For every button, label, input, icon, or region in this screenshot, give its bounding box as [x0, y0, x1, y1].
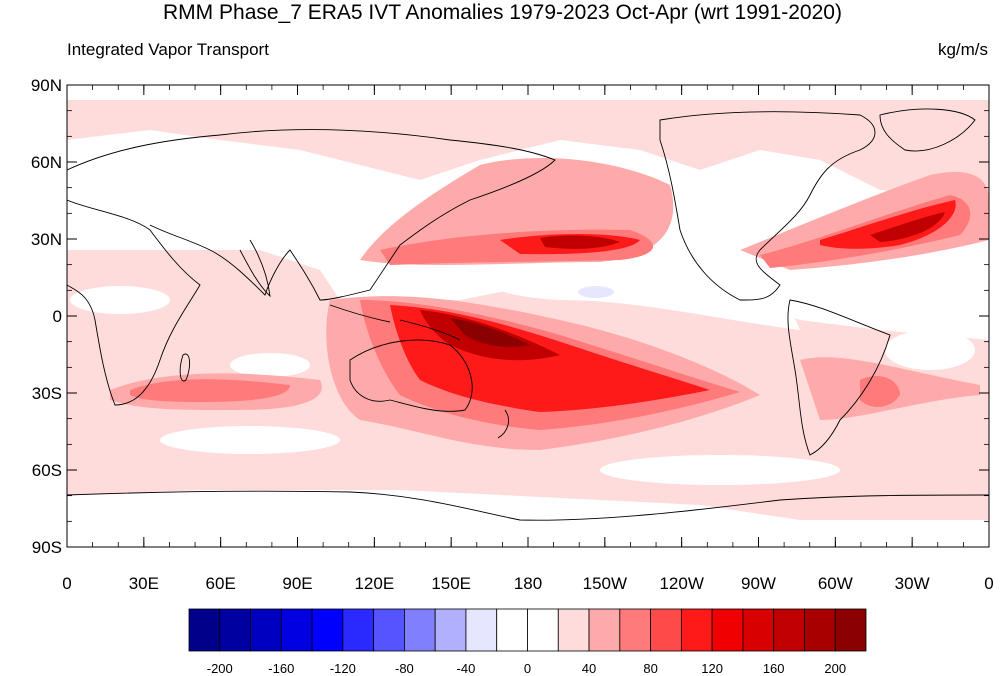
colorbar: -200 -160 -120 -80 -40 0 40 80 120 160 200 [188, 608, 867, 676]
colorbar-swatch [742, 608, 775, 652]
lon-tick-label: 0 [984, 574, 993, 593]
colorbar-swatch [219, 608, 251, 652]
colorbar-label: 160 [763, 661, 785, 676]
colorbar-swatch [311, 608, 344, 652]
lon-tick-label: 60E [206, 574, 236, 593]
colorbar-swatch [557, 608, 590, 652]
colorbar-swatch [188, 608, 221, 652]
lat-tick-label: 90S [32, 538, 62, 557]
lat-tick-label: 60S [32, 461, 62, 480]
colorbar-swatch [650, 608, 682, 652]
colorbar-label: -80 [395, 661, 414, 676]
colorbar-swatch [373, 608, 405, 652]
colorbar-swatch [404, 608, 436, 652]
lon-tick-label: 120E [354, 574, 394, 593]
colorbar-swatch [434, 608, 467, 652]
units-label: kg/m/s [937, 40, 988, 59]
colorbar-label: 80 [643, 661, 657, 676]
lon-tick-label: 0 [62, 574, 71, 593]
lat-tick-label: 90N [31, 76, 62, 95]
variable-label: Integrated Vapor Transport [67, 40, 269, 59]
colorbar-swatch [280, 608, 313, 652]
latitude-axis: 90N 60N 30N 0 30S 60S 90S [31, 76, 989, 557]
longitude-axis: 0 30E 60E 90E 120E 150E 180 150W 120W 90W 60W 30W 0 [62, 85, 994, 593]
lon-tick-label: 90W [741, 574, 776, 593]
colorbar-swatch [342, 608, 375, 652]
colorbar-label: 0 [524, 661, 531, 676]
lon-tick-label: 90E [282, 574, 312, 593]
lat-tick-label: 0 [53, 307, 62, 326]
colorbar-swatch [680, 608, 713, 652]
colorbar-label: 120 [701, 661, 723, 676]
colorbar-swatch [250, 608, 282, 652]
colorbar-swatch [711, 608, 744, 652]
plot-title: RMM Phase_7 ERA5 IVT Anomalies 1979-2023… [163, 1, 842, 24]
colorbar-swatch [588, 608, 621, 652]
lon-tick-label: 30W [895, 574, 930, 593]
colorbar-label: 40 [582, 661, 596, 676]
lon-tick-label: 60W [818, 574, 853, 593]
anomaly-fill-negative [578, 286, 614, 298]
coastlines [67, 108, 989, 521]
ivt-anomaly-field [67, 85, 989, 547]
colorbar-swatch [527, 608, 559, 652]
colorbar-swatch [619, 608, 651, 652]
colorbar-label: -120 [330, 661, 356, 676]
lon-tick-label: 180 [514, 574, 542, 593]
colorbar-label: 200 [824, 661, 846, 676]
anomaly-fill-max [450, 318, 530, 347]
lat-tick-label: 30S [32, 384, 62, 403]
lon-tick-label: 150E [431, 574, 471, 593]
colorbar-label: -40 [457, 661, 476, 676]
colorbar-swatch [773, 608, 805, 652]
colorbar-swatch [465, 608, 498, 652]
lon-tick-label: 150W [583, 574, 627, 593]
colorbar-label: -200 [207, 661, 233, 676]
colorbar-swatch [804, 608, 836, 652]
lat-tick-label: 60N [31, 153, 62, 172]
lat-tick-label: 30N [31, 230, 62, 249]
lon-tick-label: 120W [659, 574, 703, 593]
colorbar-label: -160 [268, 661, 294, 676]
lon-tick-label: 30E [129, 574, 159, 593]
colorbar-swatch [834, 608, 867, 652]
colorbar-swatch [496, 608, 528, 652]
neutral-areas [70, 261, 975, 485]
